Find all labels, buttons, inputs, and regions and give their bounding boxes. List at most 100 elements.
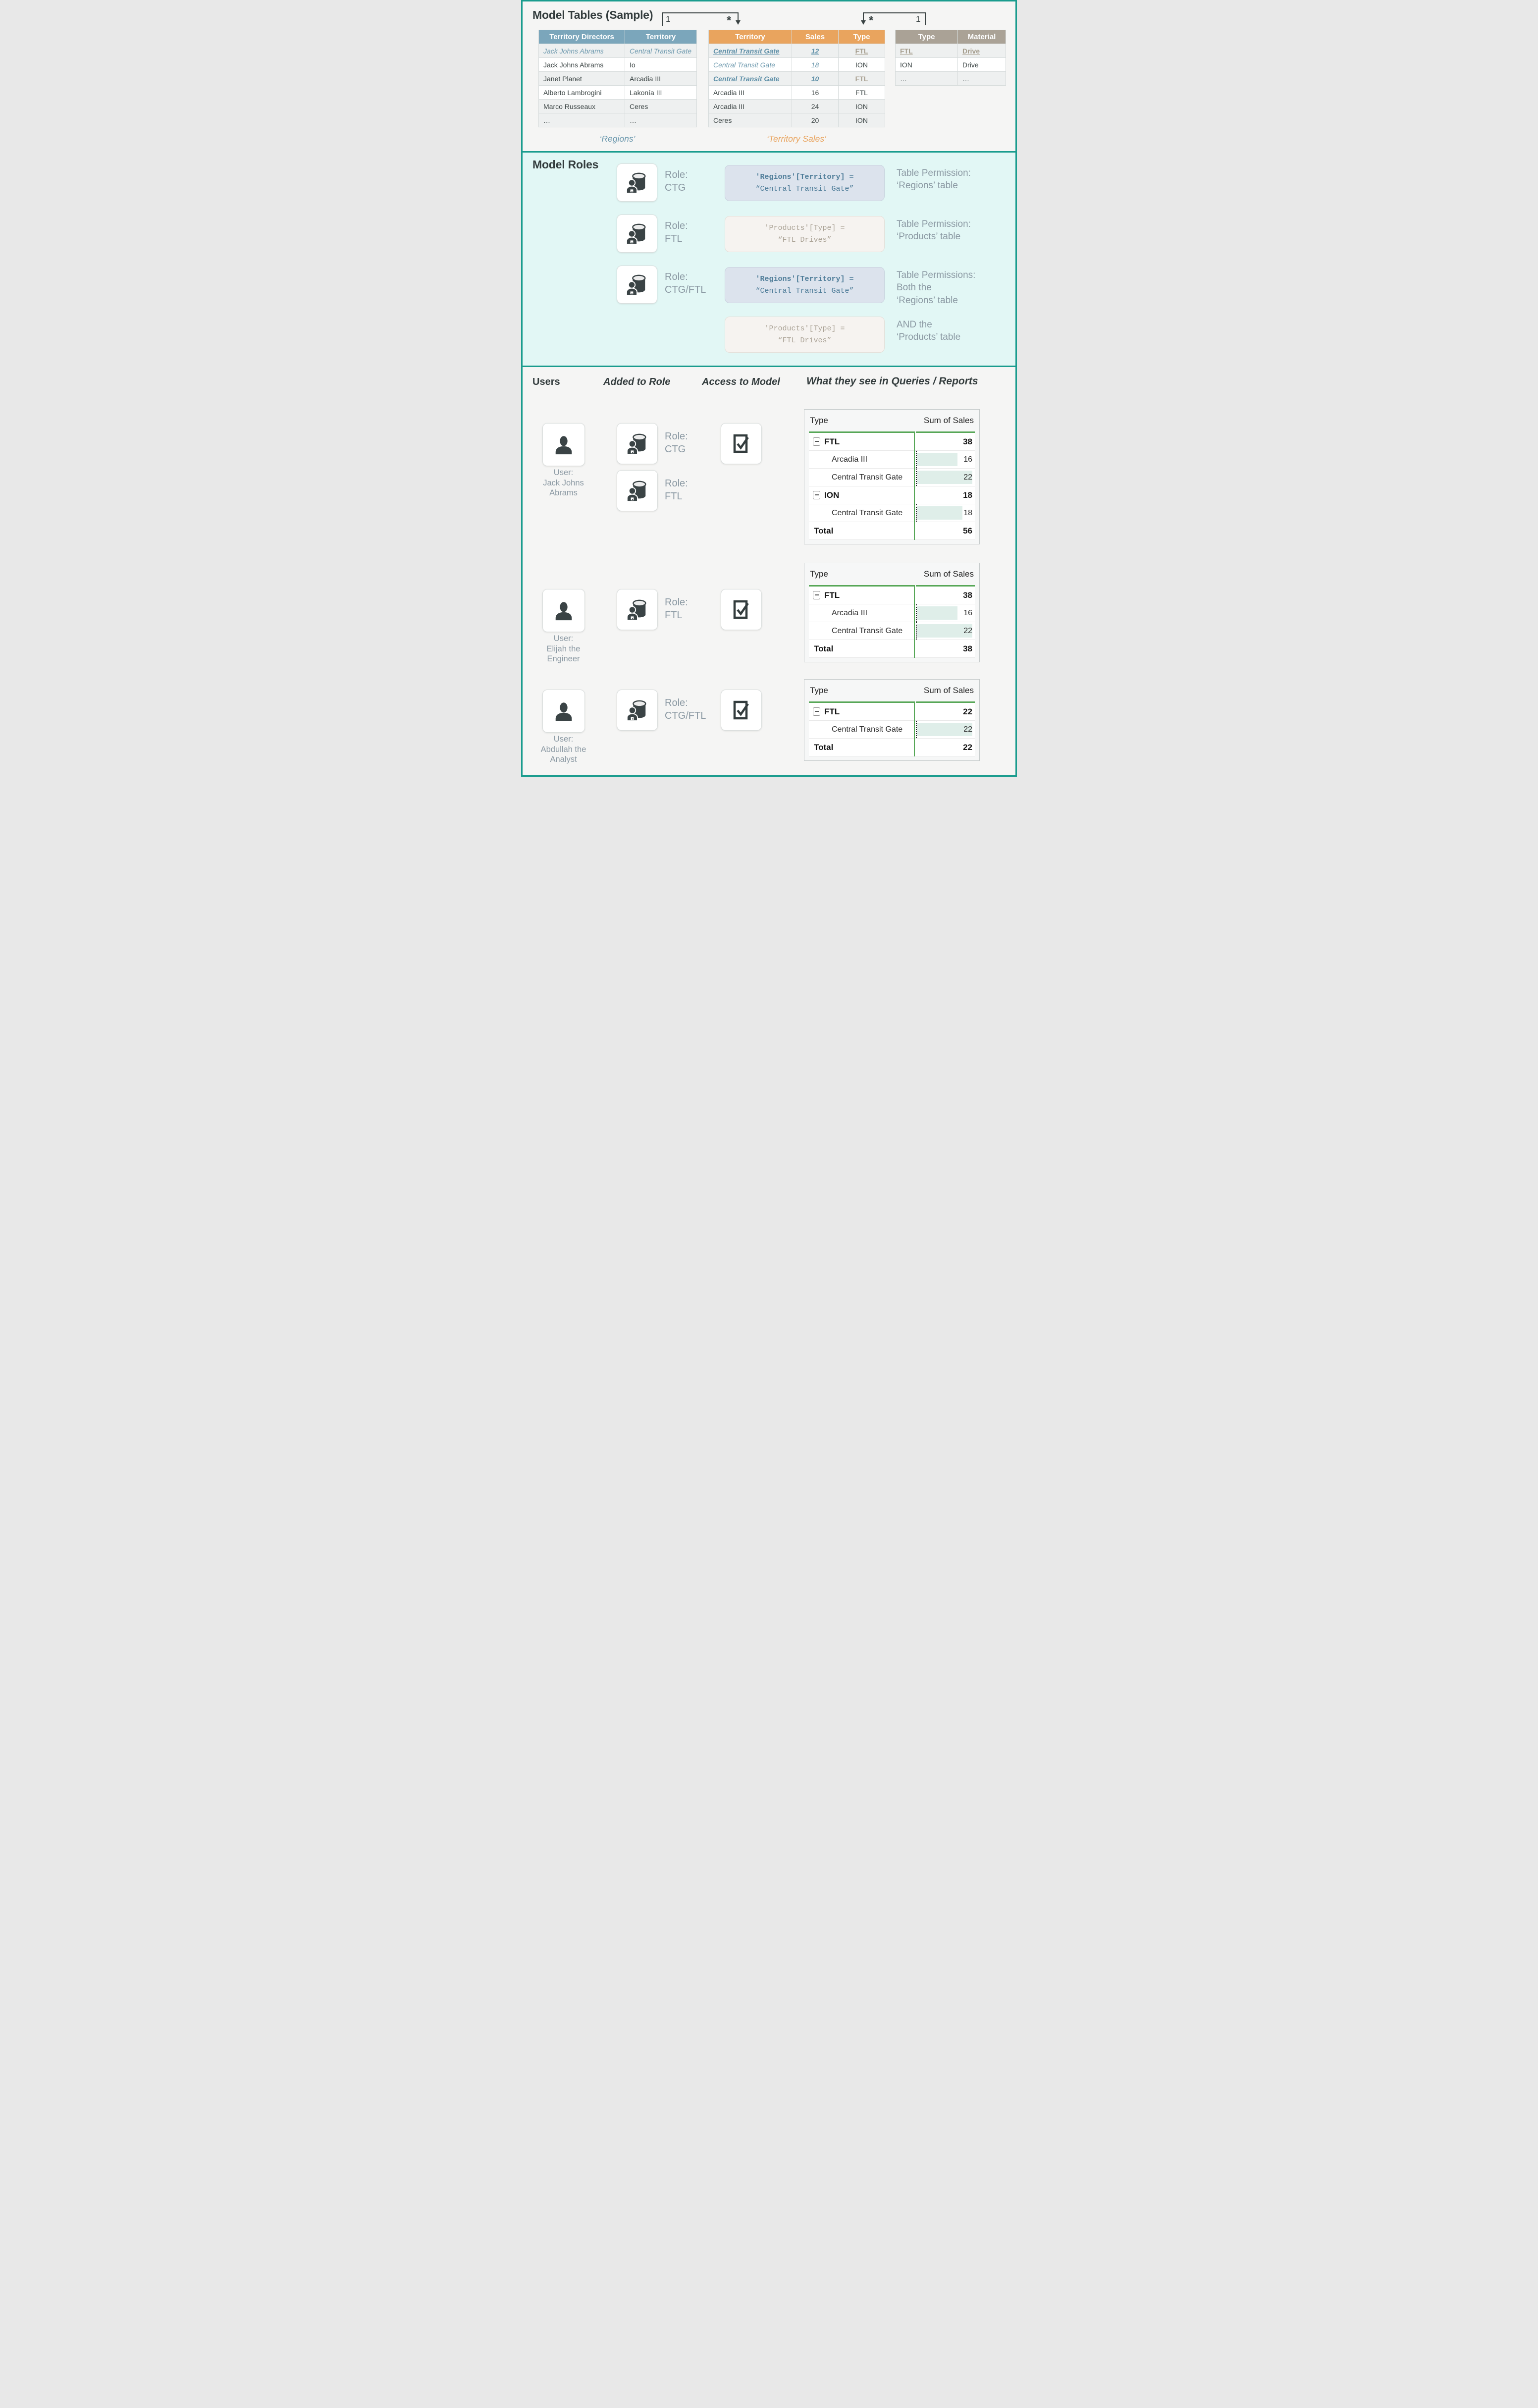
permission-note: Table Permission: ‘Products’ table bbox=[897, 219, 971, 242]
table-cell: FTL bbox=[838, 71, 885, 86]
security-role-icon bbox=[626, 599, 646, 621]
table-cell: 18 bbox=[792, 57, 839, 72]
column-separator bbox=[914, 585, 915, 658]
column-separator bbox=[914, 701, 915, 756]
connector-line bbox=[863, 12, 864, 21]
report-col-sum-of-sales: Sum of Sales bbox=[923, 569, 974, 579]
security-role-icon bbox=[626, 433, 646, 455]
data-bar bbox=[917, 606, 957, 620]
role-label: Role: FTL bbox=[665, 478, 688, 502]
cardinality-label: 1 bbox=[666, 14, 671, 24]
report-col-sum-of-sales: Sum of Sales bbox=[923, 416, 974, 425]
header-underline bbox=[809, 585, 975, 587]
security-role-icon bbox=[626, 172, 646, 194]
report-header: Type Sum of Sales bbox=[809, 414, 975, 431]
report-row: Central Transit Gate 22 bbox=[809, 721, 975, 739]
report-row-label: FTL bbox=[809, 590, 914, 600]
role-label: Role: CTG bbox=[665, 431, 688, 455]
role-card bbox=[617, 214, 657, 253]
table-cell: 24 bbox=[792, 99, 839, 113]
bar-axis-line bbox=[916, 469, 917, 486]
table-cell: 16 bbox=[792, 85, 839, 100]
role-card bbox=[617, 470, 658, 511]
table-cell: Ceres bbox=[625, 99, 697, 113]
cardinality-label: * bbox=[727, 14, 732, 27]
collapse-icon[interactable] bbox=[813, 491, 820, 499]
report-row-value: 16 bbox=[914, 604, 975, 622]
report-row-value: 18 bbox=[914, 486, 975, 504]
checkbox-checked-icon[interactable] bbox=[732, 598, 751, 621]
value-text: 38 bbox=[963, 436, 972, 446]
report-table: Type Sum of Sales FTL 38 Arcadia III 16 Centra… bbox=[804, 563, 980, 662]
column-header: Type bbox=[838, 30, 885, 44]
table-cell: 12 bbox=[792, 44, 839, 58]
table-row: Ceres 20 ION bbox=[708, 113, 885, 127]
collapse-icon[interactable] bbox=[813, 707, 820, 716]
table-row: Alberto Lambrogini Lakonía III bbox=[538, 85, 697, 100]
users-heading: Users bbox=[532, 376, 560, 387]
connector-line bbox=[738, 12, 739, 21]
data-bar bbox=[917, 471, 972, 484]
value-text: 22 bbox=[963, 706, 972, 716]
header-underline bbox=[809, 701, 975, 703]
report-row-label: Central Transit Gate bbox=[832, 725, 903, 734]
report-row: Total 56 bbox=[809, 522, 975, 540]
report-row-label: Central Transit Gate bbox=[832, 626, 903, 635]
table-row: ION Drive bbox=[895, 57, 1006, 72]
report-row: FTL 38 bbox=[809, 587, 975, 604]
table-cell: ION bbox=[838, 57, 885, 72]
regions-table: Territory Directors Territory Jack Johns A… bbox=[538, 30, 697, 127]
user-name: User: Abdullah the Analyst bbox=[540, 735, 586, 764]
bar-axis-line bbox=[916, 721, 917, 738]
value-text: 38 bbox=[963, 643, 972, 653]
role-label: Role: CTG bbox=[665, 169, 688, 193]
access-card bbox=[721, 589, 762, 630]
user-card bbox=[542, 589, 585, 632]
report-row-value: 22 bbox=[914, 721, 975, 738]
report-row-label: Central Transit Gate bbox=[832, 473, 903, 482]
access-card bbox=[721, 423, 762, 464]
collapse-icon[interactable] bbox=[813, 591, 820, 599]
report-row-label: Arcadia III bbox=[832, 455, 868, 464]
column-header: Sales bbox=[792, 30, 839, 44]
security-role-icon bbox=[626, 274, 646, 296]
table-cell: Central Transit Gate bbox=[625, 44, 697, 58]
report-row-value: 38 bbox=[914, 433, 975, 450]
report-header: Type Sum of Sales bbox=[809, 567, 975, 585]
role-label: Role: FTL bbox=[665, 220, 688, 244]
security-role-icon bbox=[626, 481, 646, 502]
report-row-label: FTL bbox=[809, 437, 914, 447]
report-row-label: Central Transit Gate bbox=[832, 508, 903, 517]
column-header: Material bbox=[957, 30, 1006, 44]
report-row: Total 22 bbox=[809, 739, 975, 756]
table-row: …… bbox=[895, 71, 1006, 86]
report-row-value: 56 bbox=[914, 522, 975, 539]
value-text: 16 bbox=[963, 455, 972, 464]
connector-line bbox=[662, 12, 738, 13]
value-text: 22 bbox=[963, 725, 972, 734]
products-table: Type Material FTL Drive ION Drive…… bbox=[895, 30, 1006, 86]
role-label: Role: CTG/FTL bbox=[665, 697, 706, 721]
value-text: 22 bbox=[963, 742, 972, 752]
report-row-value: 38 bbox=[914, 640, 975, 657]
collapse-icon[interactable] bbox=[813, 437, 820, 446]
territory-sales-table-caption: ‘Territory Sales’ bbox=[767, 134, 826, 144]
column-separator bbox=[914, 431, 915, 540]
access-to-model-heading: Access to Model bbox=[702, 376, 780, 387]
data-bar bbox=[917, 723, 972, 736]
permission-note: AND the ‘Products’ table bbox=[897, 320, 961, 343]
arrow-down-icon bbox=[861, 20, 866, 25]
table-row: Central Transit Gate 10 FTL bbox=[708, 71, 885, 86]
user-name: User: Elijah the Engineer bbox=[546, 634, 581, 664]
report-row: FTL 38 bbox=[809, 433, 975, 451]
report-row: ION 18 bbox=[809, 486, 975, 504]
user-card bbox=[542, 423, 585, 466]
checkbox-checked-icon[interactable] bbox=[732, 432, 751, 455]
table-cell: ION bbox=[838, 113, 885, 127]
value-text: 56 bbox=[963, 526, 972, 535]
role-label: Role: FTL bbox=[665, 597, 688, 621]
table-row: Jack Johns Abrams Io bbox=[538, 57, 697, 72]
table-row: Janet Planet Arcadia III bbox=[538, 71, 697, 86]
table-cell: ION bbox=[895, 57, 958, 72]
checkbox-checked-icon[interactable] bbox=[732, 699, 751, 722]
